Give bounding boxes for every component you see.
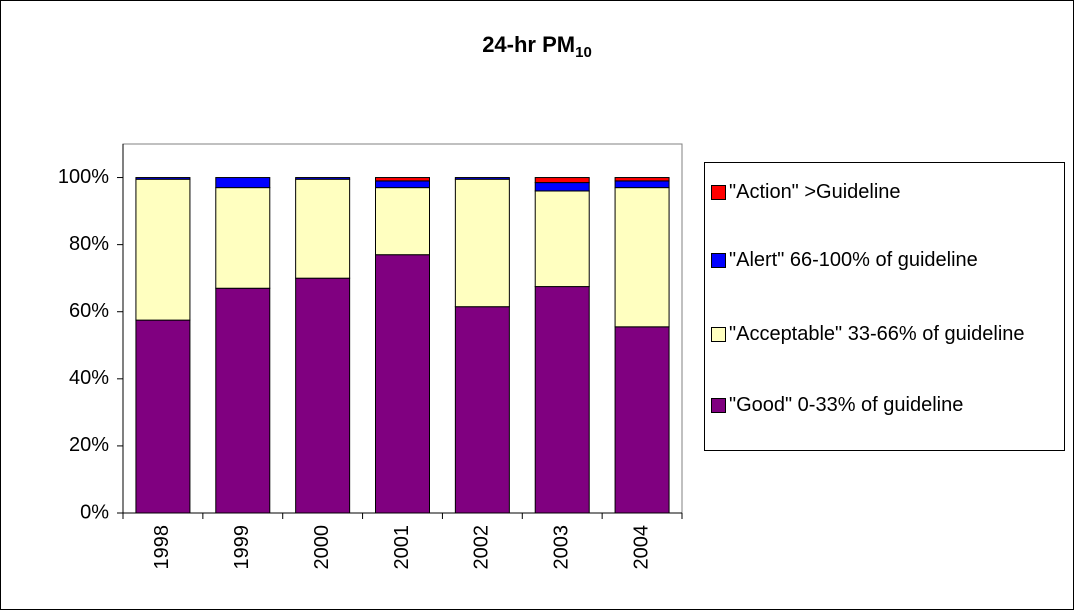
- chart-title: 24-hr PM10: [482, 32, 592, 61]
- legend-label: "Acceptable" 33-66% of guideline: [729, 323, 1025, 345]
- legend-label: "Good" 0-33% of guideline: [729, 394, 964, 416]
- legend-item: "Alert" 66-100% of guideline: [711, 246, 1056, 274]
- x-tick-label: 1998: [151, 525, 173, 570]
- bar-segment: [295, 177, 351, 180]
- bar-segment: [614, 180, 670, 189]
- y-tick-label: 60%: [69, 300, 109, 322]
- bar-segment: [614, 326, 670, 514]
- x-tick-label: 2001: [391, 525, 413, 570]
- y-tick-label: 20%: [69, 434, 109, 456]
- y-tick-label: 80%: [69, 233, 109, 255]
- y-tick-label: 100%: [58, 166, 109, 188]
- title-main: 24-hr PM: [482, 32, 575, 57]
- bar-segment: [135, 319, 191, 514]
- legend-label: "Alert" 66-100% of guideline: [729, 249, 978, 271]
- bar-segment: [375, 254, 430, 514]
- title-subscript: 10: [575, 44, 592, 61]
- bar-segment: [534, 286, 590, 514]
- bar-segment: [375, 180, 430, 189]
- x-tick-label: 2003: [550, 525, 572, 570]
- bar-segment: [534, 177, 590, 184]
- bar-segment: [295, 178, 351, 279]
- x-tick-label: 2004: [630, 525, 652, 570]
- bar-segment: [375, 187, 430, 256]
- y-tick-label: 40%: [69, 367, 109, 389]
- bar-segment: [534, 182, 590, 192]
- legend: "Action" >Guideline "Alert" 66-100% of gu…: [704, 162, 1065, 451]
- legend-swatch: [711, 327, 726, 342]
- bar-segment: [375, 177, 430, 182]
- bar-segment: [454, 177, 510, 180]
- bar-segment: [454, 178, 510, 308]
- bar-segment: [534, 190, 590, 288]
- legend-item: "Acceptable" 33-66% of guideline: [711, 320, 1056, 348]
- bar-segment: [215, 187, 271, 289]
- bar-segment: [215, 287, 271, 514]
- x-tick-label: 2002: [471, 525, 493, 570]
- bar-segment: [135, 178, 191, 321]
- bar-segment: [614, 187, 670, 328]
- y-tick-label: 0%: [80, 501, 109, 523]
- x-tick-label: 2000: [311, 525, 333, 570]
- bar-segment: [295, 277, 351, 514]
- bar-segment: [614, 177, 670, 182]
- legend-swatch: [711, 398, 726, 413]
- bar-segment: [135, 177, 191, 180]
- legend-item: "Action" >Guideline: [711, 178, 1056, 206]
- legend-item: "Good" 0-33% of guideline: [711, 391, 1056, 419]
- bar-segment: [454, 306, 510, 514]
- legend-label: "Action" >Guideline: [729, 181, 901, 203]
- legend-swatch: [711, 253, 726, 268]
- bar-segment: [215, 177, 271, 189]
- legend-swatch: [711, 185, 726, 200]
- x-tick-label: 1999: [231, 525, 253, 570]
